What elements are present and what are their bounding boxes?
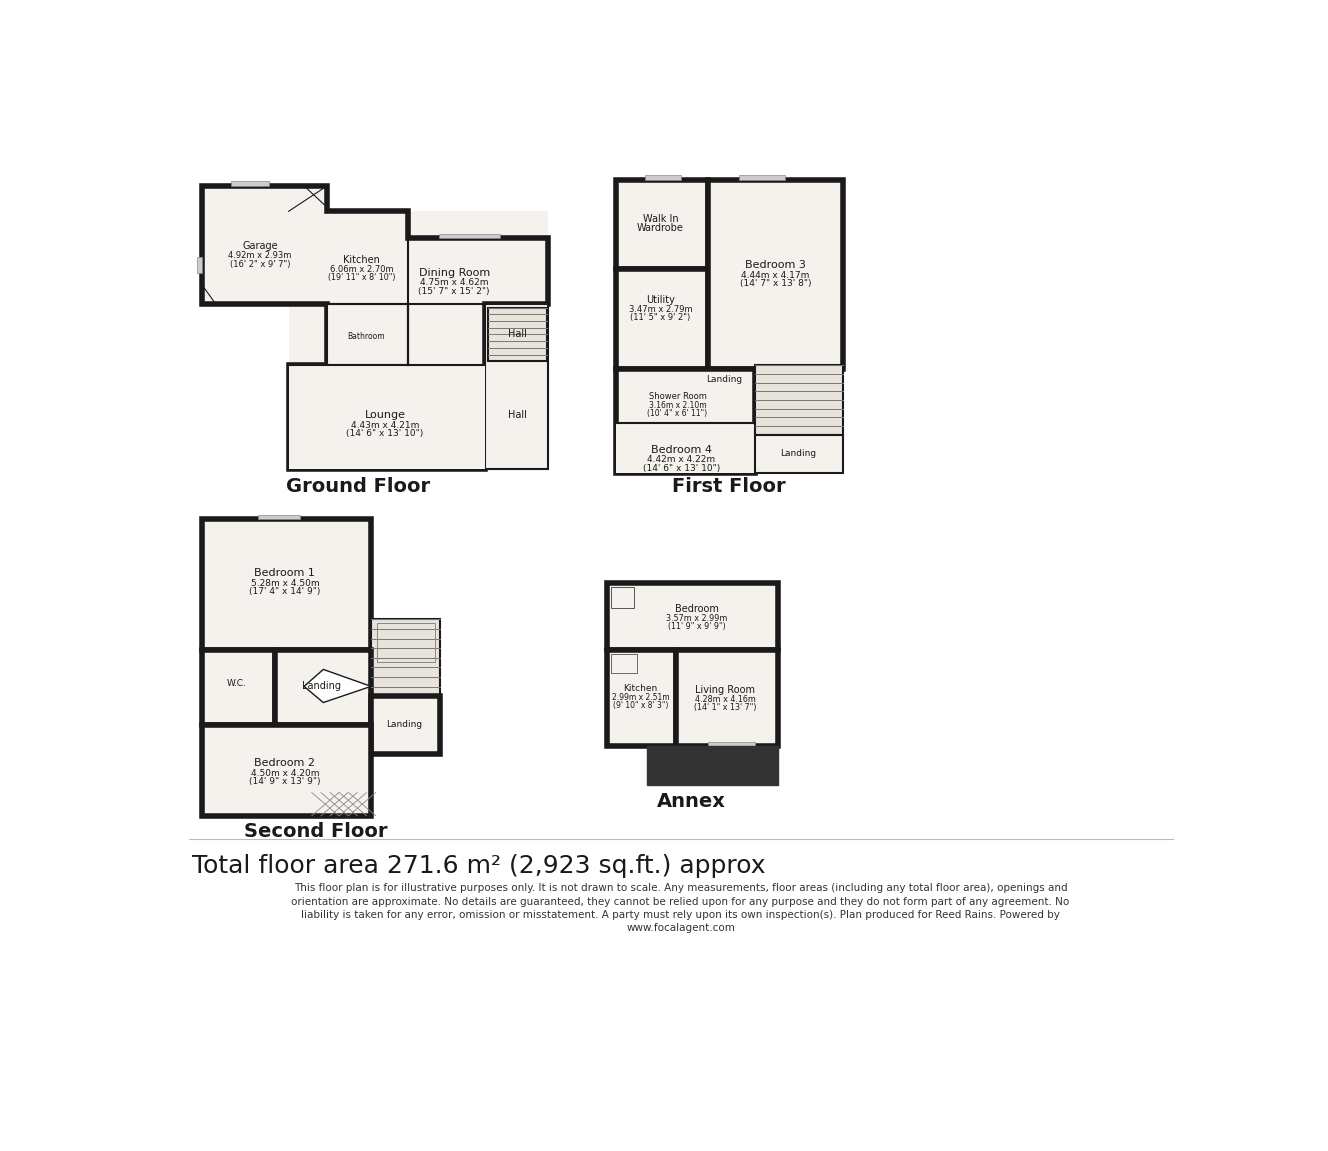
Text: (14' 1" x 13' 7"): (14' 1" x 13' 7") — [695, 703, 757, 712]
Text: 3.16m x 2.10m: 3.16m x 2.10m — [648, 401, 706, 410]
Polygon shape — [676, 650, 778, 746]
Text: (14' 7" x 13' 8"): (14' 7" x 13' 8") — [740, 280, 811, 288]
Polygon shape — [754, 365, 843, 435]
Text: Garage: Garage — [243, 241, 278, 251]
Text: (11' 9" x 9' 9"): (11' 9" x 9' 9") — [668, 622, 725, 631]
Text: (17' 4" x 14' 9"): (17' 4" x 14' 9") — [250, 587, 320, 596]
Text: Lounge: Lounge — [364, 410, 405, 420]
Text: 4.44m x 4.17m: 4.44m x 4.17m — [741, 270, 810, 280]
Polygon shape — [371, 696, 441, 754]
Text: 4.43m x 4.21m: 4.43m x 4.21m — [351, 421, 420, 429]
Text: 4.50m x 4.20m: 4.50m x 4.20m — [251, 769, 319, 778]
Polygon shape — [708, 181, 843, 369]
Text: Bedroom 1: Bedroom 1 — [255, 569, 315, 578]
Text: 3.57m x 2.99m: 3.57m x 2.99m — [667, 615, 728, 623]
Text: 4.92m x 2.93m: 4.92m x 2.93m — [228, 251, 292, 260]
Text: liability is taken for any error, omission or misstatement. A party must rely up: liability is taken for any error, omissi… — [301, 909, 1060, 920]
Text: Utility: Utility — [647, 295, 675, 305]
Text: Second Floor: Second Floor — [244, 822, 388, 840]
Text: (10' 4" x 6' 11"): (10' 4" x 6' 11") — [648, 409, 708, 418]
Polygon shape — [231, 181, 270, 185]
Text: Hall: Hall — [507, 329, 527, 340]
Polygon shape — [616, 369, 754, 473]
Text: Bedroom 4: Bedroom 4 — [651, 445, 712, 455]
Text: Shower Room: Shower Room — [648, 391, 706, 401]
Polygon shape — [202, 725, 371, 816]
Text: Ground Floor: Ground Floor — [286, 477, 430, 496]
Text: Wardrobe: Wardrobe — [637, 223, 684, 234]
Text: 4.28m x 4.16m: 4.28m x 4.16m — [695, 695, 756, 704]
Text: (11' 5" x 9' 2"): (11' 5" x 9' 2") — [631, 313, 691, 322]
Polygon shape — [754, 435, 843, 473]
Text: First Floor: First Floor — [672, 477, 786, 496]
Polygon shape — [489, 307, 547, 361]
Polygon shape — [258, 514, 300, 519]
Polygon shape — [202, 185, 327, 304]
Polygon shape — [607, 584, 778, 650]
Polygon shape — [288, 365, 485, 470]
Text: 5.28m x 4.50m: 5.28m x 4.50m — [251, 579, 319, 588]
Text: (16' 2" x 9' 7"): (16' 2" x 9' 7") — [230, 260, 291, 269]
Polygon shape — [304, 670, 371, 702]
Text: (14' 6" x 13' 10"): (14' 6" x 13' 10") — [347, 429, 424, 439]
Polygon shape — [616, 424, 754, 473]
Text: Bedroom 3: Bedroom 3 — [745, 260, 806, 270]
Polygon shape — [708, 741, 754, 746]
Polygon shape — [197, 258, 202, 273]
Text: Kitchen: Kitchen — [623, 684, 657, 693]
Text: Bathroom: Bathroom — [347, 333, 385, 342]
Text: (15' 7" x 15' 2"): (15' 7" x 15' 2") — [418, 287, 490, 296]
Text: Landing: Landing — [705, 374, 742, 383]
Text: Landing: Landing — [386, 721, 422, 730]
Polygon shape — [371, 619, 441, 696]
Text: (14' 9" x 13' 9"): (14' 9" x 13' 9") — [250, 777, 320, 786]
Text: orientation are approximate. No details are guaranteed, they cannot be relied up: orientation are approximate. No details … — [291, 897, 1070, 907]
Text: (14' 6" x 13' 10"): (14' 6" x 13' 10") — [643, 464, 720, 473]
Text: Hall: Hall — [507, 410, 527, 420]
Polygon shape — [647, 746, 778, 785]
Text: Walk In: Walk In — [643, 214, 679, 224]
Polygon shape — [645, 175, 681, 181]
Text: Living Room: Living Room — [696, 685, 756, 695]
Polygon shape — [438, 234, 501, 238]
Polygon shape — [288, 212, 548, 470]
Text: Landing: Landing — [303, 681, 341, 692]
Text: W.C.: W.C. — [227, 679, 247, 688]
Text: 2.99m x 2.51m: 2.99m x 2.51m — [612, 693, 669, 702]
Polygon shape — [202, 650, 275, 725]
Text: Dining Room: Dining Room — [418, 268, 490, 277]
Polygon shape — [275, 650, 371, 725]
Text: (9' 10" x 8' 3"): (9' 10" x 8' 3") — [614, 701, 668, 710]
Text: Bedroom: Bedroom — [675, 604, 718, 615]
Polygon shape — [607, 650, 676, 746]
Polygon shape — [485, 304, 548, 470]
Text: Bedroom 2: Bedroom 2 — [255, 759, 315, 769]
Text: 4.75m x 4.62m: 4.75m x 4.62m — [420, 279, 489, 288]
Text: www.focalagent.com: www.focalagent.com — [627, 923, 734, 932]
Polygon shape — [327, 304, 408, 365]
Polygon shape — [740, 175, 785, 181]
Text: 3.47m x 2.79m: 3.47m x 2.79m — [628, 305, 692, 313]
Polygon shape — [616, 269, 708, 369]
Polygon shape — [202, 519, 371, 650]
Text: Kitchen: Kitchen — [344, 254, 380, 265]
Polygon shape — [616, 181, 708, 269]
Text: Landing: Landing — [781, 449, 817, 458]
Text: This floor plan is for illustrative purposes only. It is not drawn to scale. Any: This floor plan is for illustrative purp… — [293, 884, 1068, 893]
Text: 4.42m x 4.22m: 4.42m x 4.22m — [647, 456, 716, 465]
Polygon shape — [327, 212, 408, 365]
Text: Annex: Annex — [657, 792, 726, 811]
Text: 6.06m x 2.70m: 6.06m x 2.70m — [329, 265, 393, 274]
Text: (19' 11" x 8' 10"): (19' 11" x 8' 10") — [328, 273, 396, 282]
Text: Total floor area 271.6 m² (2,923 sq.ft.) approx: Total floor area 271.6 m² (2,923 sq.ft.)… — [193, 854, 766, 878]
